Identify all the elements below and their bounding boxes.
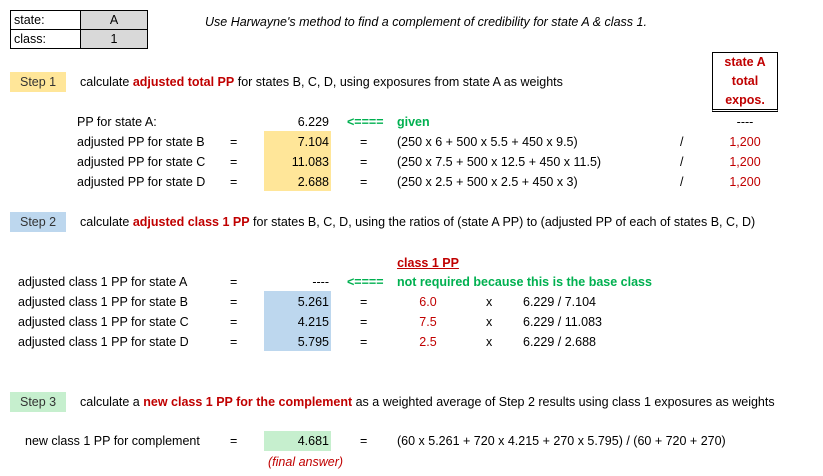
state-value-cell[interactable]: A (80, 10, 148, 30)
adjusted-pp-label: adjusted PP for state B (77, 135, 205, 149)
class1-pp-value: 6.0 (419, 295, 437, 309)
step2-badge: Step 2 (10, 212, 67, 232)
step2-highlight: adjusted class 1 PP (132, 215, 250, 229)
pp-ratio: 6.229 / 11.083 (523, 315, 603, 329)
complement-eq2: = (360, 434, 368, 448)
adjusted-class1-pp-eq: = (230, 315, 238, 329)
adjusted-class1-pp-value: 4.215 (297, 315, 329, 329)
adjusted-pp-expos: 1,200 (729, 155, 761, 169)
step3-text-after: as a weighted average of Step 2 results … (355, 395, 775, 409)
step2-text-before: calculate (80, 215, 130, 229)
step2-description: calculate adjusted class 1 PP for states… (80, 213, 755, 231)
final-answer-cell (264, 431, 331, 451)
class1-pp-value: 7.5 (419, 315, 437, 329)
pp-ratio: 6.229 / 7.104 (523, 295, 596, 309)
adjusted-pp-value: 7.104 (297, 135, 329, 149)
adjusted-pp-formula: (250 x 2.5 + 500 x 2.5 + 450 x 3) (397, 175, 578, 189)
input-table: state: A class: 1 (10, 10, 148, 49)
adjusted-class1-pp-label: adjusted class 1 PP for state C (18, 315, 189, 329)
state-label: state: (10, 10, 81, 30)
adjusted-class1-pp-eq2: = (360, 335, 368, 349)
adjusted-pp-value: 2.688 (297, 175, 329, 189)
class1-pp-state-a-eq: = (230, 275, 238, 289)
adjusted-pp-eq: = (230, 135, 238, 149)
pp-ratio: 6.229 / 2.688 (523, 335, 596, 349)
adjusted-pp-eq2: = (360, 135, 368, 149)
adjusted-class1-pp-eq: = (230, 335, 238, 349)
expos-header-line3: expos. (725, 93, 765, 107)
given-expos: ---- (736, 115, 754, 129)
adjusted-pp-eq: = (230, 175, 238, 189)
adjusted-pp-expos: 1,200 (729, 135, 761, 149)
adjusted-class1-pp-eq: = (230, 295, 238, 309)
adjusted-pp-slash: / (680, 135, 684, 149)
complement-eq: = (230, 434, 238, 448)
adjusted-pp-eq2: = (360, 175, 368, 189)
step1-highlight: adjusted total PP (132, 75, 235, 89)
step1-text-before: calculate (80, 75, 130, 89)
given-note: given (397, 115, 430, 129)
base-arrow: <==== (347, 275, 384, 289)
class1-pp-header: class 1 PP (397, 256, 459, 270)
adjusted-class1-pp-label: adjusted class 1 PP for state D (18, 335, 189, 349)
step1-highlight-cells (264, 131, 331, 191)
step3-highlight: new class 1 PP for the complement (143, 395, 353, 409)
adjusted-pp-label: adjusted PP for state C (77, 155, 206, 169)
adjusted-pp-label: adjusted PP for state D (77, 175, 206, 189)
class1-pp-value: 2.5 (419, 335, 437, 349)
final-answer-note: (final answer) (268, 455, 344, 469)
adjusted-class1-pp-value: 5.795 (297, 335, 329, 349)
adjusted-pp-slash: / (680, 155, 684, 169)
given-arrow: <==== (347, 115, 384, 129)
complement-value: 4.681 (297, 434, 329, 448)
instruction-text: Use Harwayne's method to find a compleme… (205, 15, 647, 29)
adjusted-pp-eq2: = (360, 155, 368, 169)
pp-state-a-value: 6.229 (297, 115, 329, 129)
step1-text-after: for states B, C, D, using exposures from… (237, 75, 563, 89)
base-note: not required because this is the base cl… (397, 275, 652, 289)
step3-text-before: calculate a (80, 395, 140, 409)
class-value-cell[interactable]: 1 (80, 29, 148, 49)
adjusted-class1-pp-eq2: = (360, 315, 368, 329)
expos-header-line2: total (731, 74, 759, 88)
step2-text-after: for states B, C, D, using the ratios of … (253, 215, 756, 229)
complement-label: new class 1 PP for complement (25, 434, 200, 448)
adjusted-pp-value: 11.083 (291, 155, 329, 169)
adjusted-pp-eq: = (230, 155, 238, 169)
adjusted-pp-slash: / (680, 175, 684, 189)
multiply-sign: x (486, 335, 493, 349)
multiply-sign: x (486, 295, 493, 309)
expos-header-line1: state A (724, 55, 766, 69)
step1-description: calculate adjusted total PP for states B… (80, 73, 563, 91)
adjusted-pp-formula: (250 x 7.5 + 500 x 12.5 + 450 x 11.5) (397, 155, 602, 169)
state-a-expos-header: state A total expos. (712, 52, 778, 112)
adjusted-class1-pp-value: 5.261 (297, 295, 329, 309)
multiply-sign: x (486, 315, 493, 329)
step1-badge: Step 1 (10, 72, 67, 92)
adjusted-class1-pp-label: adjusted class 1 PP for state B (18, 295, 189, 309)
class1-pp-state-a-label: adjusted class 1 PP for state A (18, 275, 188, 289)
adjusted-pp-formula: (250 x 6 + 500 x 5.5 + 450 x 9.5) (397, 135, 578, 149)
step2-highlight-cells (264, 291, 331, 351)
adjusted-pp-expos: 1,200 (729, 175, 761, 189)
complement-formula: (60 x 5.261 + 720 x 4.215 + 270 x 5.795)… (397, 434, 726, 448)
class-label: class: (10, 29, 81, 49)
pp-state-a-label: PP for state A: (77, 115, 157, 129)
step3-description: calculate a new class 1 PP for the compl… (80, 393, 775, 411)
class1-pp-state-a-value: ---- (312, 275, 329, 289)
adjusted-class1-pp-eq2: = (360, 295, 368, 309)
step3-badge: Step 3 (10, 392, 67, 412)
